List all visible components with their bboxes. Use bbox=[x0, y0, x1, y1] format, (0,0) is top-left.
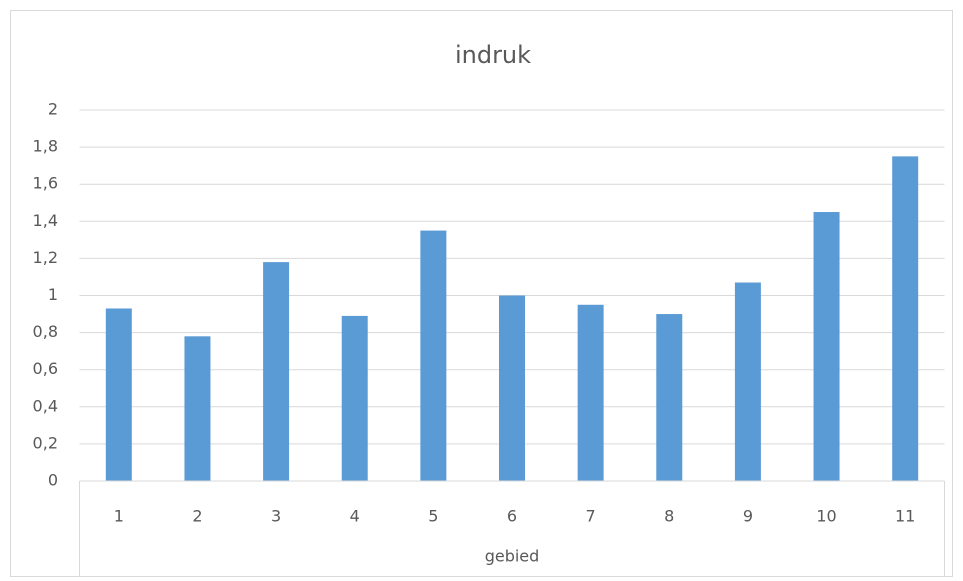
y-tick-label: 1,4 bbox=[33, 211, 58, 230]
y-tick-label: 0,4 bbox=[33, 396, 58, 415]
bar bbox=[656, 314, 683, 481]
y-tick-label: 0 bbox=[48, 471, 58, 490]
x-tick-label: 4 bbox=[350, 507, 360, 526]
x-tick-label: 3 bbox=[271, 507, 281, 526]
chart-title: indruk bbox=[455, 41, 531, 69]
x-tick-label: 7 bbox=[586, 507, 596, 526]
bar bbox=[892, 156, 919, 481]
bar bbox=[813, 212, 840, 481]
bar bbox=[420, 230, 447, 481]
x-axis-label: gebied bbox=[485, 547, 540, 566]
x-tick-label: 8 bbox=[664, 507, 674, 526]
x-tick-label: 1 bbox=[114, 507, 124, 526]
bar bbox=[263, 262, 290, 481]
bar bbox=[734, 282, 761, 481]
x-tick-label: 2 bbox=[192, 507, 202, 526]
y-tick-label: 1,8 bbox=[33, 137, 58, 156]
chart-frame bbox=[10, 10, 953, 577]
y-tick-label: 2 bbox=[48, 100, 58, 119]
bar bbox=[577, 304, 604, 481]
bar bbox=[105, 308, 132, 481]
x-tick-label: 11 bbox=[895, 507, 915, 526]
y-tick-label: 1 bbox=[48, 285, 58, 304]
bar bbox=[499, 295, 525, 481]
x-tick-label: 6 bbox=[507, 507, 517, 526]
y-tick-label: 0,2 bbox=[33, 433, 58, 452]
bar bbox=[184, 336, 211, 481]
x-tick-label: 10 bbox=[816, 507, 836, 526]
y-tick-label: 0,8 bbox=[33, 322, 58, 341]
y-tick-label: 0,6 bbox=[33, 359, 58, 378]
bar bbox=[341, 315, 368, 481]
x-tick-label: 5 bbox=[428, 507, 438, 526]
x-tick-label: 9 bbox=[743, 507, 753, 526]
y-tick-label: 1,2 bbox=[33, 248, 58, 267]
y-tick-label: 1,6 bbox=[33, 174, 58, 193]
